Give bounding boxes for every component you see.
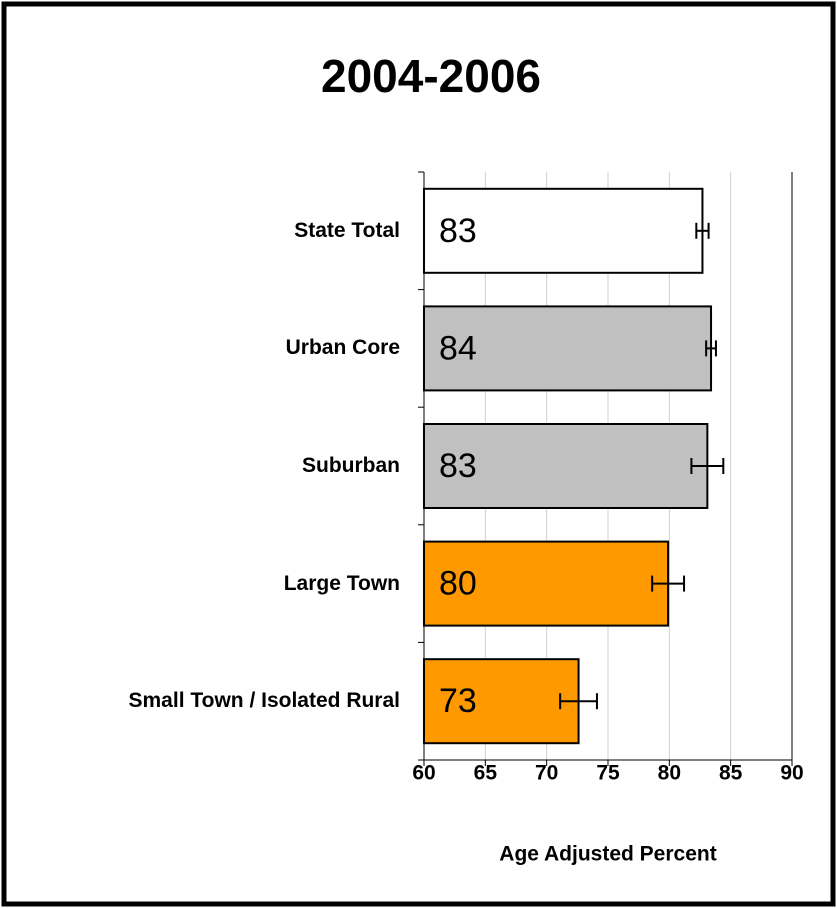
y-tick-label: Suburban bbox=[302, 454, 400, 477]
value-label: 83 bbox=[439, 212, 477, 250]
y-tick-label: Urban Core bbox=[285, 336, 400, 360]
value-label: 83 bbox=[439, 447, 477, 485]
bar bbox=[423, 658, 580, 745]
bar bbox=[423, 305, 713, 392]
x-tick-label: 70 bbox=[535, 762, 558, 785]
chart-title: 2004-2006 bbox=[321, 50, 541, 102]
y-tick-label: State Total bbox=[294, 218, 400, 242]
x-tick-label: 80 bbox=[658, 762, 681, 785]
x-tick-label: 75 bbox=[596, 762, 620, 785]
value-label: 80 bbox=[439, 565, 477, 603]
x-tick-label: 85 bbox=[719, 762, 743, 785]
value-label: 73 bbox=[439, 682, 477, 720]
bar bbox=[423, 423, 709, 509]
x-tick-label: 90 bbox=[780, 762, 803, 785]
x-tick-label: 65 bbox=[474, 762, 498, 785]
y-tick-label: Small Town / Isolated Rural bbox=[128, 689, 401, 713]
value-label: 84 bbox=[439, 329, 477, 367]
bar bbox=[423, 540, 670, 627]
x-tick-label: 60 bbox=[412, 762, 435, 785]
y-tick-label: Large Town bbox=[283, 571, 400, 595]
x-axis-label: Age Adjusted Percent bbox=[499, 843, 716, 866]
